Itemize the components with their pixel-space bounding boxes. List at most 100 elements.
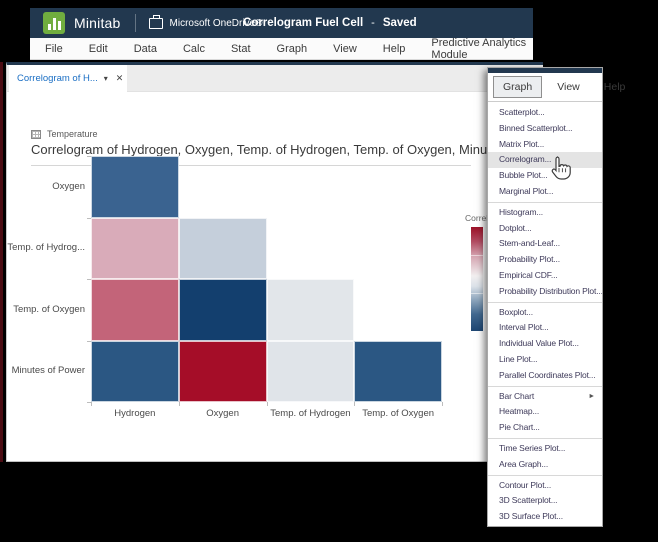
menubar-item-edit[interactable]: Edit <box>88 42 108 55</box>
menu-item-stem-and-leaf[interactable]: Stem-and-Leaf... <box>499 238 560 249</box>
menu-item-dotplot[interactable]: Dotplot... <box>499 222 532 233</box>
tab-dropdown-icon[interactable]: ▾ <box>103 74 108 83</box>
x-axis-tick <box>354 402 356 406</box>
menubar-item-predictive-analytics-module[interactable]: Predictive Analytics Module <box>431 36 527 61</box>
menu-item-empirical-cdf[interactable]: Empirical CDF... <box>499 269 558 280</box>
tab-close-icon[interactable]: ✕ <box>115 73 124 83</box>
menu-separator <box>488 301 602 303</box>
submenu-arrow-icon: ► <box>588 392 595 400</box>
menu-item-individual-value-plot[interactable]: Individual Value Plot... <box>499 338 579 349</box>
y-axis-tick <box>87 217 91 219</box>
menu-item-bubble-plot[interactable]: Bubble Plot... <box>499 170 548 181</box>
menu-item-parallel-coordinates-plot[interactable]: Parallel Coordinates Plot... <box>499 369 596 380</box>
menu-tab-graph[interactable]: Graph <box>493 76 543 98</box>
legend-tick <box>471 255 483 257</box>
menu-separator <box>488 385 602 387</box>
menu-item-scatterplot[interactable]: Scatterplot... <box>499 107 545 117</box>
document-title-dash: - <box>371 17 375 29</box>
app-window-top: Minitab Microsoft OneDrive® Correlogram … <box>30 8 533 61</box>
correlogram-cell-temp-of-oxygen-x-temp-of-hydrogen[interactable] <box>266 279 355 341</box>
menu-item-correlogram[interactable]: Correlogram... <box>488 152 602 169</box>
dataset-label: Temperature <box>47 129 98 139</box>
correlogram-cell-minutes-of-power-x-temp-of-hydrogen[interactable] <box>266 340 355 402</box>
menubar-item-help[interactable]: Help <box>382 42 406 55</box>
output-tab-label: Correlogram of H... <box>17 73 98 84</box>
x-axis-tick <box>91 402 92 406</box>
menubar-item-data[interactable]: Data <box>133 42 157 55</box>
titlebar-divider <box>134 14 136 32</box>
legend-gradient-bar <box>471 227 483 331</box>
cloud-storage-label[interactable]: Microsoft OneDrive® <box>169 17 263 29</box>
menu-tab-row: Graph View Help <box>488 73 625 102</box>
menu-item-time-series-plot[interactable]: Time Series Plot... <box>499 442 566 453</box>
legend-tick <box>471 292 483 294</box>
menu-separator <box>488 474 602 476</box>
chart-title: Correlogram of Hydrogen, Oxygen, Temp. o… <box>31 142 501 157</box>
x-axis-label-hydrogen: Hydrogen <box>114 408 156 419</box>
title-divider <box>31 165 471 166</box>
y-axis-tick <box>87 402 91 403</box>
menu-item-list: Scatterplot... Binned Scatterplot... Matri… <box>488 102 602 525</box>
correlogram-cell-minutes-of-power-x-oxygen[interactable] <box>178 340 267 402</box>
y-axis-label-oxygen: Oxygen <box>52 180 85 192</box>
correlogram-cell-temp-of-hydrogen-x-oxygen[interactable] <box>178 217 267 279</box>
menu-item-probability-plot[interactable]: Probability Plot... <box>499 254 560 265</box>
correlogram-cell-temp-of-oxygen-x-oxygen[interactable] <box>178 279 267 341</box>
correlogram-cell-minutes-of-power-x-temp-of-oxygen[interactable] <box>354 340 442 402</box>
y-axis-label-temp-of-hydrog: Temp. of Hydrog... <box>7 242 85 254</box>
worksheet-grid-icon <box>31 129 41 139</box>
x-axis-label-oxygen: Oxygen <box>206 408 239 419</box>
onedrive-briefcase-icon <box>148 14 163 29</box>
menu-item-area-graph[interactable]: Area Graph... <box>499 458 549 469</box>
menu-item-3d-scatterplot[interactable]: 3D Scatterplot... <box>499 495 558 506</box>
legend-title: Correl <box>465 213 489 223</box>
y-axis-tick <box>87 156 91 157</box>
menubar-item-stat[interactable]: Stat <box>230 42 251 55</box>
menu-item-probability-distribution-plot[interactable]: Probability Distribution Plot... <box>499 285 602 296</box>
menu-item-interval-plot[interactable]: Interval Plot... <box>499 322 549 333</box>
output-tabstrip: Correlogram of H... ▾ ✕ <box>7 65 543 92</box>
x-axis-tick <box>266 402 268 406</box>
menu-separator <box>488 437 602 439</box>
menu-separator <box>488 201 602 203</box>
y-axis-label-minutes-of-power: Minutes of Power <box>11 365 85 377</box>
menubar-item-calc[interactable]: Calc <box>182 42 205 55</box>
menu-tab-help[interactable]: Help <box>603 81 626 93</box>
menu-tab-view[interactable]: View <box>557 81 580 93</box>
dataset-row: Temperature <box>31 129 98 139</box>
menubar-item-file[interactable]: File <box>45 42 63 55</box>
menubar-item-graph[interactable]: Graph <box>276 42 308 55</box>
menu-item-marginal-plot[interactable]: Marginal Plot... <box>499 185 554 196</box>
menu-item-boxplot[interactable]: Boxplot... <box>499 306 533 317</box>
menu-item-matrix-plot[interactable]: Matrix Plot... <box>499 138 545 149</box>
output-window: Correlogram of H... ▾ ✕ Temperature Corr… <box>6 62 543 462</box>
document-name[interactable]: Correlogram Fuel Cell <box>243 17 364 29</box>
document-title-group: Correlogram Fuel Cell - Saved <box>243 8 417 38</box>
x-axis-label-temp-of-oxygen: Temp. of Oxygen <box>362 408 435 419</box>
brand-name: Minitab <box>74 15 121 31</box>
menu-item-pie-chart[interactable]: Pie Chart... <box>499 422 540 433</box>
correlogram-cell-temp-of-oxygen-x-hydrogen[interactable] <box>91 279 179 341</box>
menu-item-3d-surface-plot[interactable]: 3D Surface Plot... <box>499 511 563 522</box>
main-menubar: File Edit Data Calc Stat Graph View Help Predict… <box>30 36 533 61</box>
output-tab-correlogram[interactable]: Correlogram of H... ▾ ✕ <box>9 65 127 92</box>
menu-item-binned-scatterplot[interactable]: Binned Scatterplot... <box>499 122 573 133</box>
menu-item-heatmap[interactable]: Heatmap... <box>499 406 540 417</box>
save-status: Saved <box>382 17 417 29</box>
menu-top-strip <box>488 68 602 73</box>
correlogram-cell-oxygen-x-hydrogen[interactable] <box>91 156 179 218</box>
x-axis-tick <box>442 402 443 406</box>
menu-item-contour-plot[interactable]: Contour Plot... <box>499 479 552 490</box>
app-titlebar: Minitab Microsoft OneDrive® Correlogram … <box>30 8 533 38</box>
graph-menu-panel: Graph View Help Scatterplot... Binned Scatt… <box>487 67 625 527</box>
menu-item-line-plot[interactable]: Line Plot... <box>499 353 538 364</box>
x-axis-label-temp-of-hydrogen: Temp. of Hydrogen <box>270 408 351 419</box>
y-axis-label-temp-of-oxygen: Temp. of Oxygen <box>13 303 85 315</box>
menu-item-bar-chart[interactable]: Bar Chart ► <box>488 389 602 405</box>
correlogram-cell-minutes-of-power-x-hydrogen[interactable] <box>91 340 179 402</box>
y-axis-tick <box>87 279 91 280</box>
correlogram-cell-temp-of-hydrogen-x-hydrogen[interactable] <box>91 217 179 279</box>
menubar-item-view[interactable]: View <box>333 42 357 55</box>
menu-item-histogram[interactable]: Histogram... <box>499 206 544 217</box>
